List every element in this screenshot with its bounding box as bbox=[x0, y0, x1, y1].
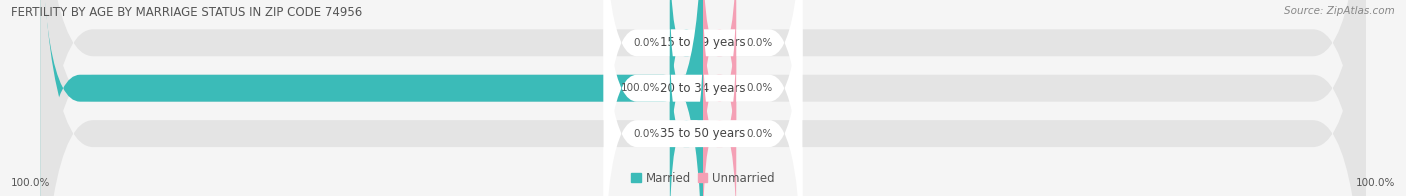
FancyBboxPatch shape bbox=[41, 0, 1365, 196]
Text: 0.0%: 0.0% bbox=[747, 83, 772, 93]
Text: 0.0%: 0.0% bbox=[747, 129, 772, 139]
Text: 0.0%: 0.0% bbox=[747, 38, 772, 48]
Text: 15 to 19 years: 15 to 19 years bbox=[661, 36, 745, 49]
FancyBboxPatch shape bbox=[703, 0, 737, 145]
FancyBboxPatch shape bbox=[703, 0, 737, 190]
Text: 0.0%: 0.0% bbox=[634, 38, 659, 48]
FancyBboxPatch shape bbox=[41, 0, 1365, 196]
Text: 35 to 50 years: 35 to 50 years bbox=[661, 127, 745, 140]
FancyBboxPatch shape bbox=[41, 0, 1365, 196]
Text: 100.0%: 100.0% bbox=[1355, 178, 1395, 188]
Text: 100.0%: 100.0% bbox=[11, 178, 51, 188]
FancyBboxPatch shape bbox=[603, 0, 803, 196]
FancyBboxPatch shape bbox=[41, 0, 703, 196]
Text: 0.0%: 0.0% bbox=[634, 129, 659, 139]
Text: FERTILITY BY AGE BY MARRIAGE STATUS IN ZIP CODE 74956: FERTILITY BY AGE BY MARRIAGE STATUS IN Z… bbox=[11, 6, 363, 19]
FancyBboxPatch shape bbox=[669, 32, 703, 196]
FancyBboxPatch shape bbox=[703, 32, 737, 196]
Text: 20 to 34 years: 20 to 34 years bbox=[661, 82, 745, 95]
Legend: Married, Unmarried: Married, Unmarried bbox=[627, 167, 779, 189]
Text: Source: ZipAtlas.com: Source: ZipAtlas.com bbox=[1284, 6, 1395, 16]
FancyBboxPatch shape bbox=[669, 0, 703, 145]
FancyBboxPatch shape bbox=[669, 0, 703, 190]
FancyBboxPatch shape bbox=[603, 0, 803, 196]
FancyBboxPatch shape bbox=[603, 0, 803, 196]
Text: 100.0%: 100.0% bbox=[620, 83, 659, 93]
